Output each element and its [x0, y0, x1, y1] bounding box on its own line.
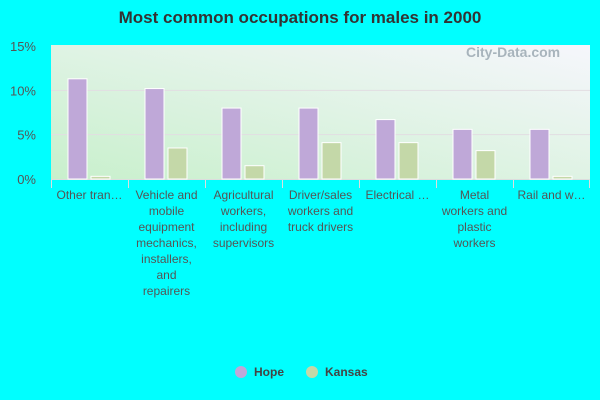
legend-swatch-kansas [306, 366, 318, 378]
bar-kansas [90, 175, 111, 180]
bar-hope [529, 128, 550, 180]
bar-hope [375, 119, 396, 180]
bar-hope [452, 128, 473, 180]
bar-kansas [167, 147, 188, 180]
legend-hope: Hope [235, 365, 284, 379]
x-tick-label: Agricultural workers, including supervis… [212, 188, 275, 250]
bar-hope [144, 88, 165, 180]
x-tick-label: Driver/sales workers and truck drivers [287, 188, 354, 234]
bar-hope [67, 78, 88, 180]
y-tick-label: 15% [10, 39, 36, 54]
bar-kansas [475, 150, 496, 180]
x-tick-label: Metal workers and plastic workers [441, 188, 508, 250]
legend-swatch-hope [235, 366, 247, 378]
legend-label-kansas: Kansas [325, 365, 368, 379]
bar-hope [298, 107, 319, 180]
legend-kansas: Kansas [306, 365, 368, 379]
watermark: City-Data.com [466, 44, 561, 60]
x-tick-label: Vehicle and mobile equipment mechanics, … [135, 188, 198, 298]
x-tick-label: Rail and w… [517, 188, 586, 202]
bar-kansas [552, 175, 573, 180]
x-tick-label: Electrical … [365, 188, 430, 202]
bar-kansas [398, 142, 419, 180]
chart-title: Most common occupations for males in 200… [118, 8, 482, 27]
bar-hope [221, 107, 242, 180]
bar-kansas [244, 165, 265, 180]
legend-label-hope: Hope [254, 365, 284, 379]
bar-kansas [321, 142, 342, 180]
x-tick-label: Other tran… [56, 188, 123, 202]
y-tick-label: 0% [17, 172, 36, 187]
y-tick-label: 5% [17, 128, 36, 143]
y-tick-label: 10% [10, 83, 36, 98]
plot-area [51, 45, 590, 179]
